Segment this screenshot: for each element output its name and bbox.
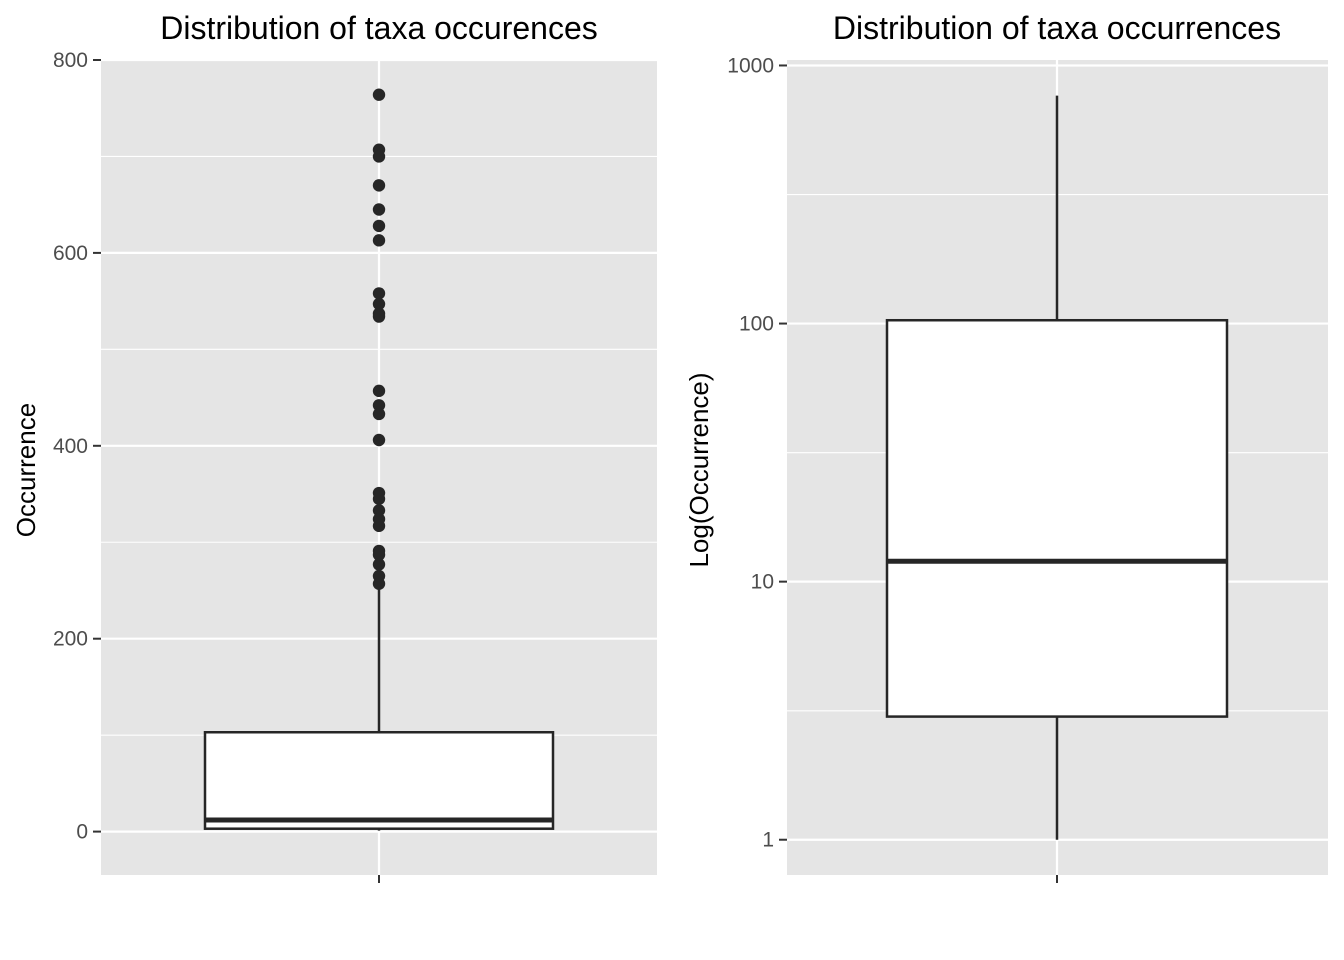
outlier-point (372, 558, 386, 571)
outlier-point (372, 179, 386, 192)
outlier-point (372, 287, 386, 300)
outlier-point (372, 219, 386, 233)
y-tick-label: 800 (53, 49, 88, 72)
chart-linear: Distribution of taxa occurences Occurren… (11, 10, 657, 883)
iqr-box (885, 318, 1229, 718)
chart-linear-y-axis: 0 200 400 600 800 (53, 49, 101, 844)
y-tick-label: 600 (53, 242, 88, 265)
y-tick-label: 0 (76, 821, 88, 844)
chart-linear-title: Distribution of taxa occurences (160, 10, 598, 46)
outlier-point (372, 399, 386, 412)
chart-linear-y-axis-label: Occurrence (11, 403, 41, 537)
y-tick-label: 400 (53, 435, 88, 458)
outlier-point (372, 88, 386, 101)
outlier-point (372, 577, 386, 590)
outlier-point (372, 297, 386, 311)
chart-linear-outliers (372, 88, 386, 590)
chart-linear-boxplot (203, 587, 555, 831)
outlier-point (372, 492, 386, 506)
outlier-point (372, 407, 386, 421)
outlier-point (372, 504, 386, 517)
outlier-point (372, 384, 386, 398)
y-tick-label: 10 (751, 571, 774, 594)
outlier-point (372, 150, 386, 163)
outlier-point (372, 433, 386, 447)
chart-log-title: Distribution of taxa occurrences (833, 10, 1281, 46)
chart-log-y-axis: 1 10 100 1000 (727, 54, 787, 852)
outlier-point (372, 548, 386, 561)
iqr-box (203, 731, 555, 830)
outlier-point (372, 310, 386, 323)
y-tick-label: 200 (53, 628, 88, 651)
chart-log: Distribution of taxa occurrences Log(Occ… (684, 10, 1328, 883)
y-tick-label: 1000 (727, 54, 774, 77)
chart-log-boxplot (885, 95, 1229, 840)
y-tick-label: 100 (739, 313, 774, 336)
chart-log-y-axis-label: Log(Occurrence) (684, 372, 714, 567)
outlier-point (372, 203, 386, 216)
outlier-point (372, 519, 386, 533)
outlier-point (372, 234, 386, 247)
y-tick-label: 1 (762, 829, 774, 852)
